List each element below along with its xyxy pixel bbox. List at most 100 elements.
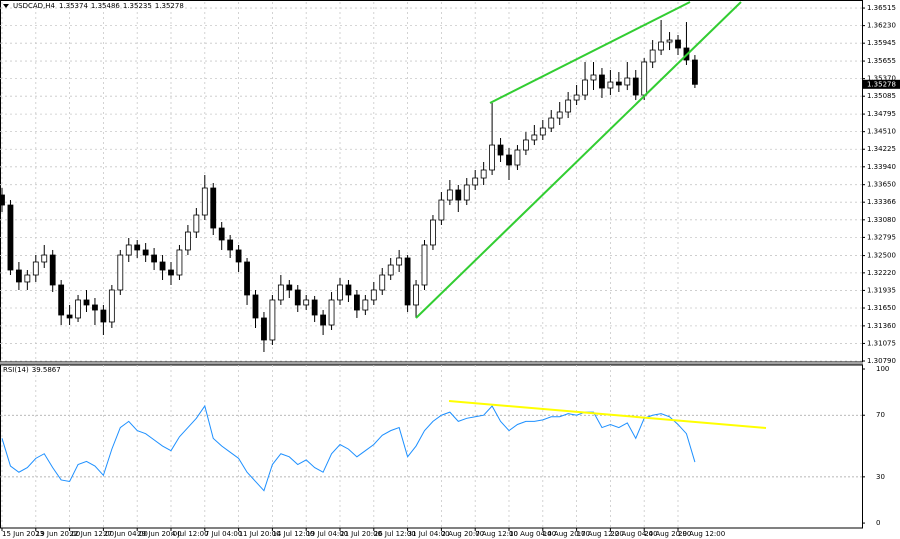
x-tick-label: 10 Aug 04:00 bbox=[509, 530, 556, 538]
header: USDCAD,H4 1.35374 1.35486 1.35235 1.35278 bbox=[13, 2, 184, 10]
candle-body bbox=[480, 169, 487, 179]
y-tick-label: 1.32500 bbox=[867, 252, 896, 260]
rsi-line bbox=[1, 404, 696, 492]
candle-body bbox=[92, 304, 98, 311]
candle-body bbox=[134, 244, 141, 251]
y-tick-label: 1.36230 bbox=[867, 22, 896, 30]
x-tick-label: 27 Jun 04:00 bbox=[103, 530, 147, 538]
y-tick-label: 1.35085 bbox=[867, 92, 896, 100]
y-tick-label: 1.32220 bbox=[867, 269, 896, 277]
menu-triangle[interactable] bbox=[3, 4, 9, 8]
candle-body bbox=[125, 244, 132, 256]
candle-body bbox=[227, 239, 234, 251]
candle-body bbox=[142, 249, 149, 256]
candle-body bbox=[286, 284, 293, 291]
candle-body bbox=[556, 111, 563, 119]
candle-body bbox=[446, 189, 453, 201]
candle-body bbox=[421, 244, 428, 286]
x-tick-label: 29 Jun 20:00 bbox=[137, 530, 181, 538]
candle-body bbox=[49, 254, 56, 286]
candle-body bbox=[582, 79, 588, 96]
rsi-y-tick-label: 100 bbox=[876, 365, 889, 373]
candle-body bbox=[168, 269, 174, 276]
candle-body bbox=[362, 299, 369, 311]
candle-body bbox=[244, 261, 250, 296]
trend-lines bbox=[415, 1, 767, 429]
candle-body bbox=[455, 189, 462, 201]
wedge-lower-line bbox=[415, 1, 742, 319]
x-tick-label: 11 Jul 20:00 bbox=[239, 530, 281, 538]
candle-body bbox=[159, 261, 166, 271]
candle-body bbox=[413, 284, 419, 306]
candle-body bbox=[176, 249, 183, 276]
candle-body bbox=[15, 269, 22, 283]
candle-body bbox=[66, 314, 73, 319]
candle-body bbox=[32, 261, 39, 276]
rsi-header: RSI(14) 39.5867 bbox=[3, 366, 61, 374]
candle-body bbox=[489, 144, 496, 171]
current-price-box bbox=[863, 79, 900, 89]
y-tick-label: 1.31650 bbox=[867, 304, 896, 312]
candle-body bbox=[58, 284, 65, 316]
x-tick-label: 7 Jul 04:00 bbox=[205, 530, 243, 538]
y-tick-label: 1.35370 bbox=[867, 75, 896, 83]
candle-body bbox=[438, 199, 445, 221]
candle-body bbox=[463, 184, 470, 201]
rsi-divergence-line bbox=[448, 400, 767, 429]
candle-body bbox=[24, 274, 31, 283]
grid bbox=[0, 2, 862, 528]
candle-body bbox=[7, 204, 14, 271]
candle-body bbox=[539, 127, 546, 136]
axes: 1.36515 1.36230 1.35945 1.35655 1.35370 1.350… bbox=[1, 4, 900, 538]
candle-body bbox=[75, 299, 81, 319]
candle-body bbox=[303, 299, 310, 306]
candle-body bbox=[252, 294, 259, 319]
x-tick-label: 31 Jul 04:00 bbox=[408, 530, 450, 538]
candle-body bbox=[41, 254, 48, 263]
x-tick-label: 26 Jul 12:00 bbox=[374, 530, 416, 538]
quote-open: 1.35374 bbox=[59, 2, 88, 10]
candle-body bbox=[83, 299, 90, 306]
x-tick-label: 7 Aug 12:00 bbox=[475, 530, 518, 538]
y-tick-label: 1.32795 bbox=[867, 233, 896, 241]
y-tick-label: 1.34225 bbox=[867, 145, 896, 153]
candle-body bbox=[117, 254, 124, 291]
x-tick-label: 19 Jun 20:00 bbox=[36, 530, 80, 538]
candle-body bbox=[531, 134, 538, 141]
candle-body bbox=[345, 284, 352, 296]
candle-body bbox=[666, 39, 673, 43]
symbol: USDCAD,H4 bbox=[13, 2, 56, 10]
rsi-panel bbox=[0, 364, 863, 529]
rsi-y-tick-label: 70 bbox=[876, 411, 885, 419]
y-tick-label: 1.33650 bbox=[867, 181, 896, 189]
candle-body bbox=[404, 257, 411, 306]
candle-body bbox=[320, 314, 327, 326]
y-tick-label: 1.35945 bbox=[867, 39, 896, 47]
candle-body bbox=[261, 317, 267, 341]
candle-body bbox=[218, 227, 225, 241]
current-price-label: 1.35278 bbox=[867, 80, 896, 88]
candle-body bbox=[523, 139, 529, 151]
candle-body bbox=[311, 299, 318, 316]
y-tick-label: 1.30790 bbox=[867, 357, 896, 365]
candle-body bbox=[353, 294, 360, 311]
x-tick-label: 21 Jul 20:00 bbox=[340, 530, 382, 538]
x-tick-label: 14 Aug 20:00 bbox=[543, 530, 590, 538]
candle-body bbox=[649, 49, 656, 63]
y-tick-label: 1.31935 bbox=[867, 286, 896, 294]
candle-body bbox=[692, 59, 698, 85]
y-tick-label: 1.34795 bbox=[867, 110, 896, 118]
candle-body bbox=[632, 77, 639, 96]
candle-body bbox=[472, 177, 479, 186]
x-tick-label: 22 Jun 12:00 bbox=[70, 530, 114, 538]
candle-body bbox=[607, 81, 614, 89]
x-tick-label: 19 Jul 04:00 bbox=[306, 530, 348, 538]
y-tick-label: 1.35655 bbox=[867, 57, 896, 65]
candle-body bbox=[548, 117, 555, 129]
candle-body bbox=[599, 74, 605, 89]
x-tick-label: 15 Jun 2023 bbox=[2, 530, 44, 538]
candle-body bbox=[151, 254, 158, 263]
candle-body bbox=[210, 187, 217, 229]
